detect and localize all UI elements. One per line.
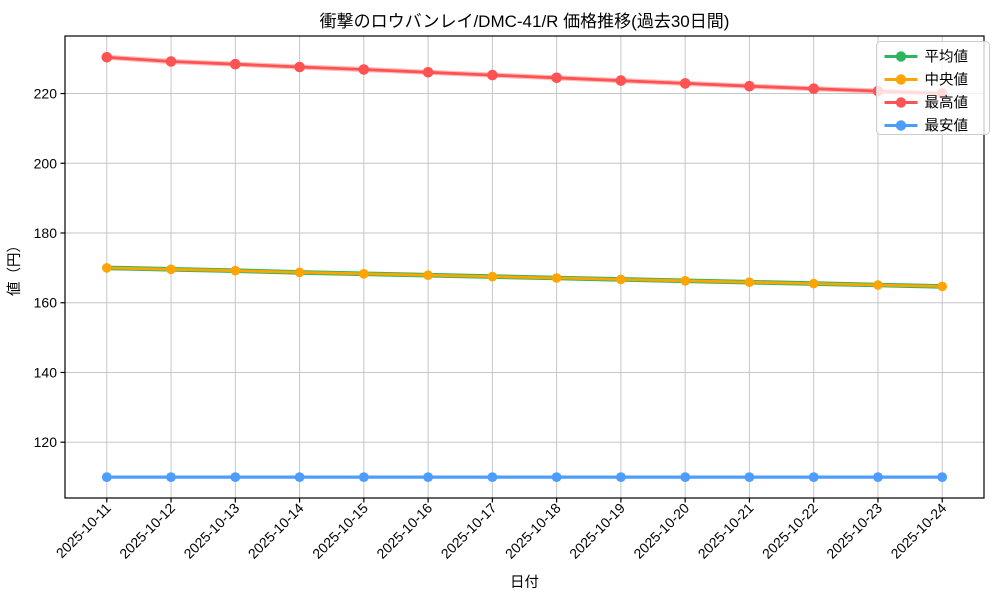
y-tick-label: 160 [34, 295, 58, 311]
legend-label: 中央値 [925, 72, 969, 89]
data-point-marker [487, 271, 498, 282]
data-point-marker [873, 280, 883, 290]
series-line [105, 55, 944, 95]
data-point-marker [359, 269, 369, 279]
data-point-marker [937, 472, 948, 482]
legend-label: 最高値 [925, 95, 969, 112]
data-point-marker [937, 281, 947, 292]
data-point-marker [423, 472, 433, 482]
data-point-marker [358, 64, 370, 75]
data-point-marker [230, 265, 241, 276]
x-tick-label: 2025-10-19 [566, 500, 628, 562]
legend-box [876, 41, 990, 135]
y-tick-label: 200 [34, 155, 58, 171]
data-point-marker [294, 61, 305, 73]
x-tick-label: 2025-10-20 [630, 500, 692, 562]
x-tick-label: 2025-10-12 [116, 500, 178, 562]
x-tick-label: 2025-10-18 [502, 500, 564, 562]
legend-item-中央値: 中央値 [884, 72, 969, 89]
data-point-marker [294, 472, 305, 482]
series-最高値 [101, 52, 948, 99]
legend-item-平均値: 平均値 [884, 49, 969, 66]
data-point-marker [680, 276, 690, 286]
grid-lines [65, 36, 984, 498]
data-point-marker [551, 72, 562, 84]
x-tick-label: 2025-10-15 [309, 500, 371, 562]
legend-label: 平均値 [925, 49, 969, 66]
series-line [105, 266, 944, 288]
data-point-marker [744, 80, 755, 92]
data-point-marker [744, 472, 755, 482]
data-point-marker [102, 263, 112, 273]
y-tick-label: 220 [34, 86, 58, 102]
data-point-marker [808, 472, 819, 482]
data-point-marker [551, 472, 562, 482]
legend-label: 最安値 [925, 118, 969, 135]
legend-item-最安値: 最安値 [884, 118, 969, 135]
data-point-marker [101, 52, 113, 63]
data-point-marker [680, 472, 691, 482]
data-point-marker [487, 472, 498, 482]
x-tick-label: 2025-10-17 [438, 500, 500, 562]
legend-item-最高値: 最高値 [884, 95, 969, 112]
data-series [101, 52, 948, 482]
data-point-marker [744, 277, 755, 288]
y-axis-label: 値（円） [6, 238, 23, 296]
data-point-marker [423, 270, 433, 281]
data-point-marker [616, 472, 626, 482]
data-point-marker [615, 75, 627, 86]
x-tick-label: 2025-10-23 [823, 500, 885, 562]
data-point-marker [551, 273, 562, 283]
x-tick-label: 2025-10-21 [695, 500, 757, 562]
y-tick-label: 120 [34, 434, 58, 450]
data-point-marker [101, 472, 112, 482]
y-tick-label: 180 [34, 225, 58, 241]
y-tick-label: 140 [34, 364, 58, 380]
data-point-marker [230, 58, 241, 70]
x-tick-label: 2025-10-11 [53, 500, 114, 561]
data-point-marker [679, 78, 691, 89]
data-point-marker [616, 274, 626, 285]
x-axis-label: 日付 [510, 574, 539, 591]
data-point-marker [808, 83, 819, 94]
legend-marker [895, 97, 907, 108]
data-point-marker [358, 472, 369, 482]
data-point-marker [166, 264, 176, 275]
data-point-marker [165, 56, 177, 67]
x-tick-label: 2025-10-16 [373, 500, 435, 562]
x-tick-label: 2025-10-22 [759, 500, 821, 562]
x-tick-label: 2025-10-13 [180, 500, 242, 562]
data-point-marker [166, 472, 176, 482]
legend-marker [895, 51, 907, 62]
x-tick-label: 2025-10-14 [245, 500, 307, 562]
data-point-marker [294, 267, 305, 278]
series-中央値 [102, 263, 947, 292]
chart-title: 衝撃のロウバンレイ/DMC-41/R 価格推移(過去30日間) [320, 12, 730, 31]
data-point-marker [808, 278, 819, 289]
data-point-marker [230, 472, 241, 482]
legend-marker [895, 120, 907, 131]
data-point-marker [487, 69, 498, 81]
x-tick-label: 2025-10-24 [887, 500, 949, 562]
data-point-marker [873, 472, 883, 482]
plot-border [64, 35, 985, 499]
series-最安値 [101, 472, 948, 482]
data-point-marker [422, 67, 434, 78]
legend-marker [895, 74, 907, 85]
